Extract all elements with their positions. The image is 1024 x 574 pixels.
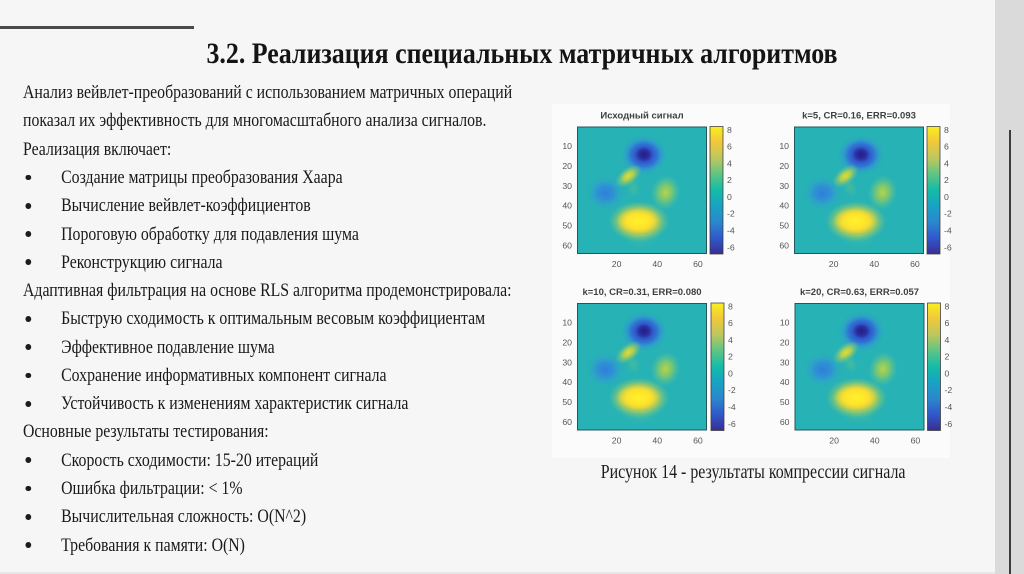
svg-text:k=20, CR=0.63, ERR=0.057: k=20, CR=0.63, ERR=0.057 — [800, 287, 919, 298]
svg-text:k=10, CR=0.31, ERR=0.080: k=10, CR=0.31, ERR=0.080 — [582, 287, 701, 298]
svg-text:Исходный сигнал: Исходный сигнал — [600, 111, 683, 122]
svg-text:k=5, CR=0.16, ERR=0.093: k=5, CR=0.16, ERR=0.093 — [802, 111, 916, 122]
